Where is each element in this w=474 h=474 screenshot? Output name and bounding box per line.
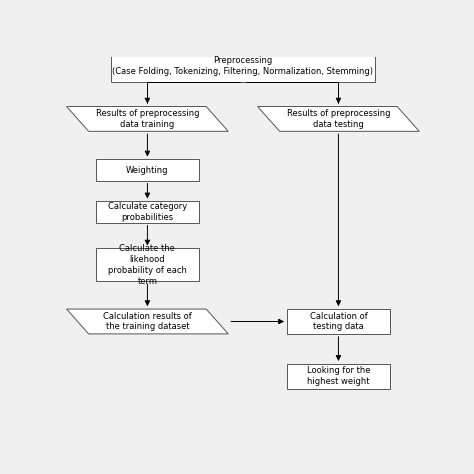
FancyBboxPatch shape bbox=[110, 50, 375, 82]
Text: Weighting: Weighting bbox=[126, 165, 169, 174]
Text: Calculate category
probabilities: Calculate category probabilities bbox=[108, 202, 187, 222]
Text: Calculate the
likehood
probability of each
term: Calculate the likehood probability of ea… bbox=[108, 244, 187, 285]
FancyBboxPatch shape bbox=[287, 309, 390, 334]
Text: Results of preprocessing
data training: Results of preprocessing data training bbox=[96, 109, 199, 129]
Text: Calculation results of
the training dataset: Calculation results of the training data… bbox=[103, 311, 192, 331]
FancyBboxPatch shape bbox=[96, 248, 199, 282]
Polygon shape bbox=[66, 309, 228, 334]
Text: Results of preprocessing
data testing: Results of preprocessing data testing bbox=[287, 109, 390, 129]
Text: Looking for the
highest weight: Looking for the highest weight bbox=[307, 366, 370, 386]
Polygon shape bbox=[66, 107, 228, 131]
Polygon shape bbox=[258, 107, 419, 131]
FancyBboxPatch shape bbox=[287, 364, 390, 389]
Text: Calculation of
testing data: Calculation of testing data bbox=[310, 311, 367, 331]
Text: Preprocessing
(Case Folding, Tokenizing, Filtering, Normalization, Stemming): Preprocessing (Case Folding, Tokenizing,… bbox=[112, 56, 374, 76]
FancyBboxPatch shape bbox=[96, 201, 199, 223]
FancyBboxPatch shape bbox=[96, 159, 199, 181]
